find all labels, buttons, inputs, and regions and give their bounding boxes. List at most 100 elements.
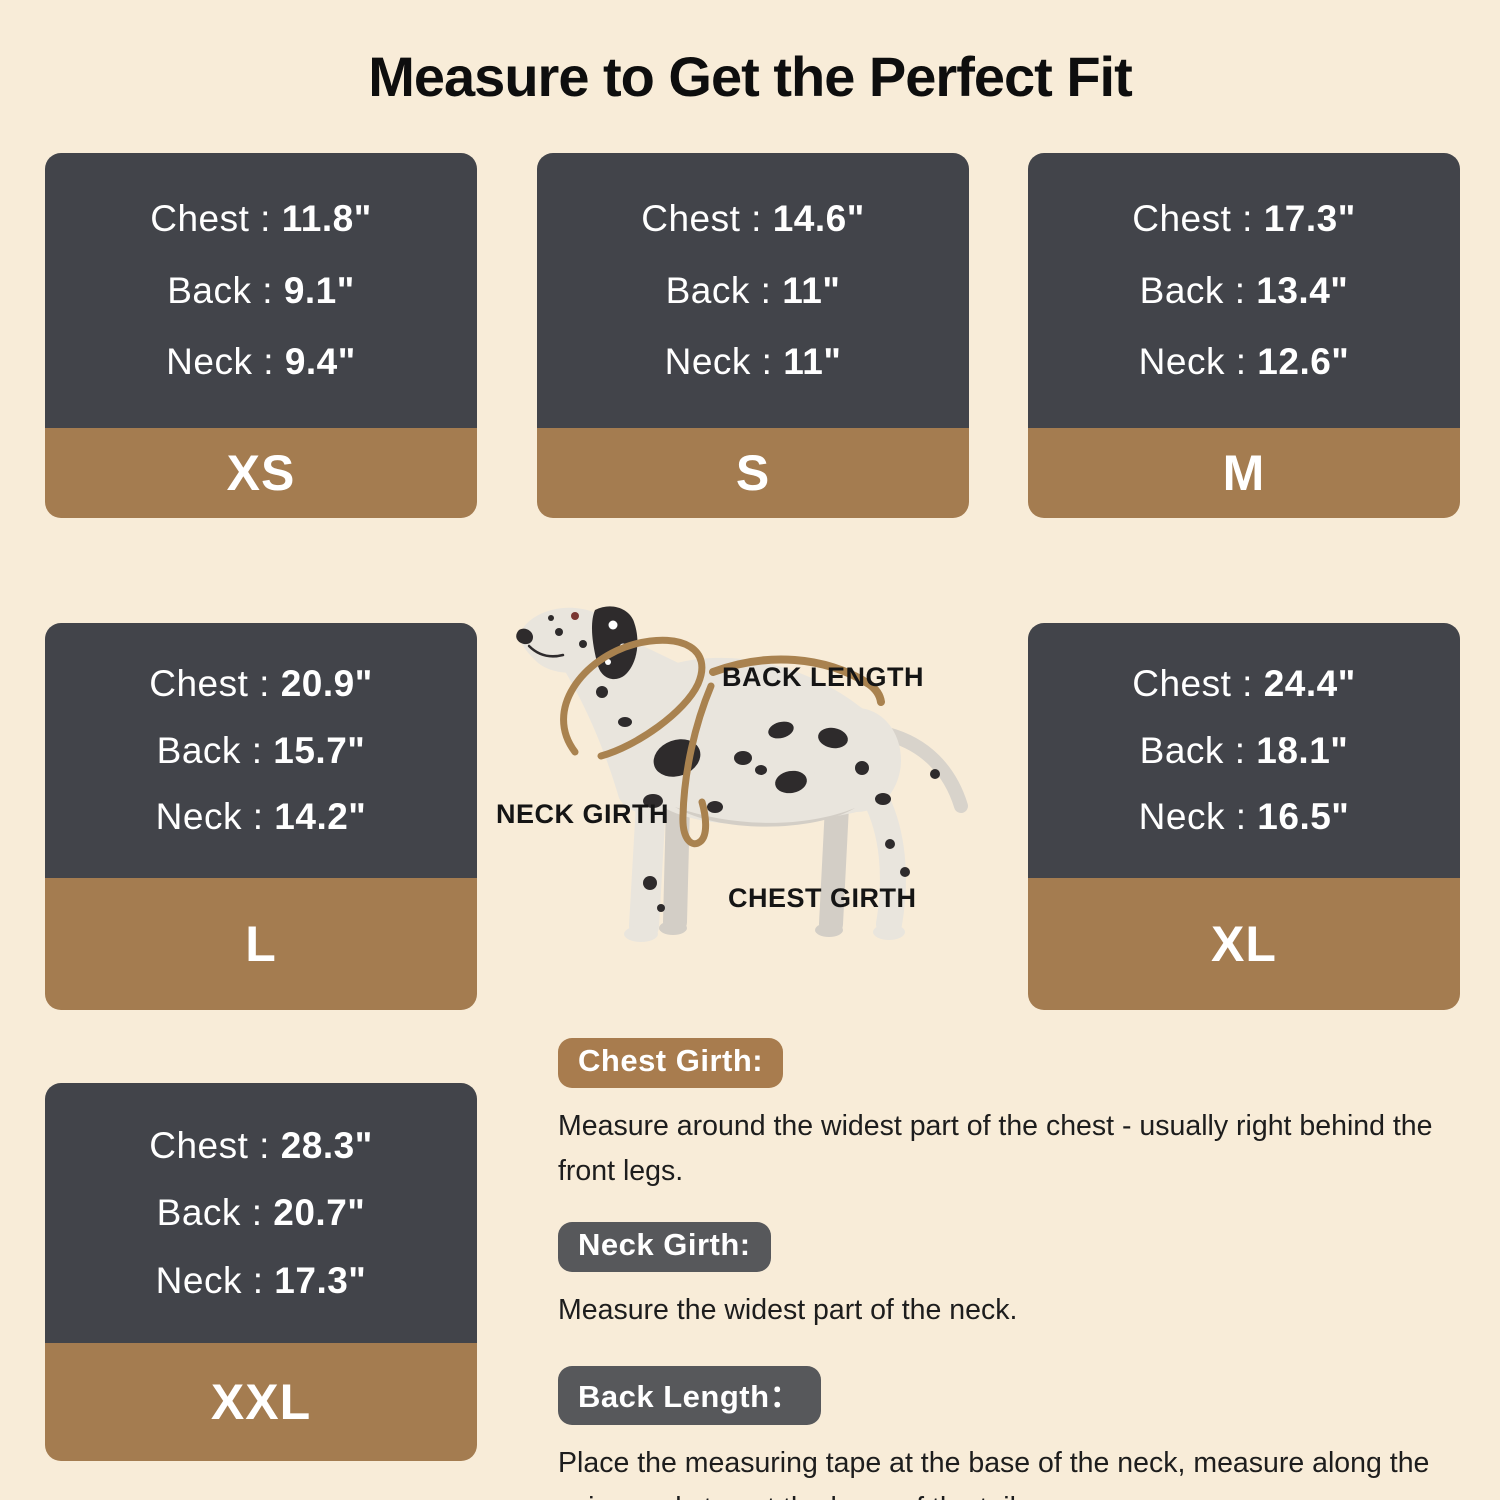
measurements-panel: Chest : 17.3" Back : 13.4" Neck : 12.6"	[1028, 153, 1460, 428]
measurement-separator: :	[240, 729, 274, 771]
measurement-value: 17.3"	[1263, 198, 1356, 240]
measurement-label: Neck	[664, 340, 751, 382]
measurement-value: 9.1"	[283, 269, 355, 311]
size-band: M	[1028, 428, 1460, 518]
measurement-separator: :	[750, 340, 784, 382]
section-back-length: Back Length： Place the measuring tape at…	[558, 1366, 1498, 1500]
measurement-row: Neck : 12.6"	[1139, 341, 1350, 383]
size-label: XXL	[210, 1374, 312, 1430]
measurement-label: Neck	[1138, 340, 1225, 382]
measurement-value: 11"	[782, 269, 841, 311]
size-card-xl: Chest : 24.4" Back : 18.1" Neck : 16.5" …	[1028, 623, 1460, 1010]
size-card-m: Chest : 17.3" Back : 13.4" Neck : 12.6" …	[1028, 153, 1460, 518]
measurements-panel: Chest : 28.3" Back : 20.7" Neck : 17.3"	[45, 1083, 477, 1343]
section-body: Measure around the widest part of the ch…	[558, 1110, 1433, 1187]
dog-illustration	[516, 606, 968, 942]
measurement-row: Back : 18.1"	[1140, 730, 1349, 772]
size-label: S	[735, 445, 771, 501]
measurement-separator: :	[248, 1124, 281, 1166]
measurement-label: Neck	[155, 795, 242, 837]
measurement-separator: :	[252, 340, 285, 382]
measurement-value: 17.3"	[274, 1259, 367, 1301]
measurement-separator: :	[740, 198, 773, 240]
measurement-row: Neck : 16.5"	[1139, 796, 1350, 838]
size-label: M	[1222, 445, 1266, 501]
measurement-row: Chest : 28.3"	[149, 1125, 373, 1167]
neck-girth-band	[560, 636, 706, 760]
measurement-row: Chest : 14.6"	[641, 198, 865, 240]
measurement-value: 12.6"	[1257, 340, 1350, 382]
section-body: Measure the widest part of the neck.	[558, 1294, 1018, 1326]
measurement-separator: :	[749, 269, 783, 311]
measurement-label: Chest	[149, 663, 249, 705]
measurement-label: Back	[665, 269, 750, 311]
measurement-value: 9.4"	[284, 340, 356, 382]
measurement-label: Chest	[1132, 198, 1232, 240]
measurement-separator: :	[1223, 729, 1257, 771]
size-card-l: Chest : 20.9" Back : 15.7" Neck : 14.2" …	[45, 623, 477, 1010]
measurement-value: 14.6"	[772, 198, 865, 240]
label-neck-girth: NECK GIRTH	[496, 799, 669, 829]
measurement-label: Chest	[150, 198, 250, 240]
dog-face	[516, 612, 579, 658]
section-body: Place the measuring tape at the base of …	[558, 1447, 1430, 1500]
measurement-label: Back	[1139, 729, 1224, 771]
measurement-row: Chest : 20.9"	[149, 663, 373, 705]
measurement-value: 11"	[783, 340, 842, 382]
measurement-value: 13.4"	[1256, 269, 1349, 311]
measurement-row: Back : 20.7"	[157, 1192, 366, 1234]
dog-far-legs	[663, 792, 849, 936]
measurement-label: Back	[167, 269, 252, 311]
measurements-panel: Chest : 14.6" Back : 11" Neck : 11"	[537, 153, 969, 428]
dog-body	[520, 607, 901, 825]
measurement-separator: :	[1223, 269, 1257, 311]
measurement-label: Neck	[155, 1259, 242, 1301]
section-heading-pill: Back Length：	[558, 1366, 822, 1425]
measurement-row: Back : 9.1"	[167, 270, 355, 312]
measurement-separator: :	[241, 1259, 275, 1301]
size-band: XL	[1028, 878, 1460, 1010]
label-chest-girth: CHEST GIRTH	[728, 883, 917, 913]
measurement-row: Neck : 14.2"	[156, 796, 367, 838]
chest-girth-band	[679, 682, 715, 848]
measurement-separator: :	[251, 269, 284, 311]
size-band: L	[45, 878, 477, 1010]
measurement-value: 15.7"	[273, 729, 366, 771]
measurement-separator: :	[241, 795, 275, 837]
size-label: L	[245, 916, 277, 972]
measurement-value: 20.9"	[280, 663, 373, 705]
measurement-separator: :	[1224, 340, 1258, 382]
section-chest-girth: Chest Girth: Measure around the widest p…	[558, 1038, 1498, 1194]
section-heading-pill: Neck Girth:	[558, 1222, 771, 1272]
measurement-separator: :	[1231, 198, 1264, 240]
measurement-label: Back	[156, 729, 241, 771]
size-band: XXL	[45, 1343, 477, 1461]
measurement-value: 18.1"	[1256, 729, 1349, 771]
size-card-xs: Chest : 11.8" Back : 9.1" Neck : 9.4" XS	[45, 153, 477, 518]
measurement-label: Neck	[166, 340, 253, 382]
section-heading-pill: Chest Girth:	[558, 1038, 784, 1088]
measurement-label: Chest	[149, 1124, 249, 1166]
measurement-separator: :	[1231, 663, 1264, 705]
measurement-row: Neck : 17.3"	[156, 1260, 367, 1302]
size-card-s: Chest : 14.6" Back : 11" Neck : 11" S	[537, 153, 969, 518]
measurement-label: Chest	[1132, 663, 1232, 705]
size-band: XS	[45, 428, 477, 518]
measurement-separator: :	[240, 1192, 274, 1233]
label-back-length: BACK LENGTH	[722, 662, 924, 692]
measurements-panel: Chest : 24.4" Back : 18.1" Neck : 16.5"	[1028, 623, 1460, 878]
measurement-value: 14.2"	[274, 795, 367, 837]
measurement-row: Chest : 17.3"	[1132, 198, 1356, 240]
measurement-value: 20.7"	[273, 1192, 366, 1233]
measurement-separator: :	[1224, 795, 1258, 837]
measurements-panel: Chest : 20.9" Back : 15.7" Neck : 14.2"	[45, 623, 477, 878]
measurement-row: Neck : 9.4"	[166, 341, 356, 383]
size-card-xxl: Chest : 28.3" Back : 20.7" Neck : 17.3" …	[45, 1083, 477, 1461]
measurement-value: 16.5"	[1257, 795, 1350, 837]
measurement-row: Chest : 24.4"	[1132, 663, 1356, 705]
measurement-separator: :	[248, 663, 281, 705]
measurement-row: Back : 15.7"	[157, 730, 366, 772]
back-length-band	[709, 655, 885, 706]
size-band: S	[537, 428, 969, 518]
